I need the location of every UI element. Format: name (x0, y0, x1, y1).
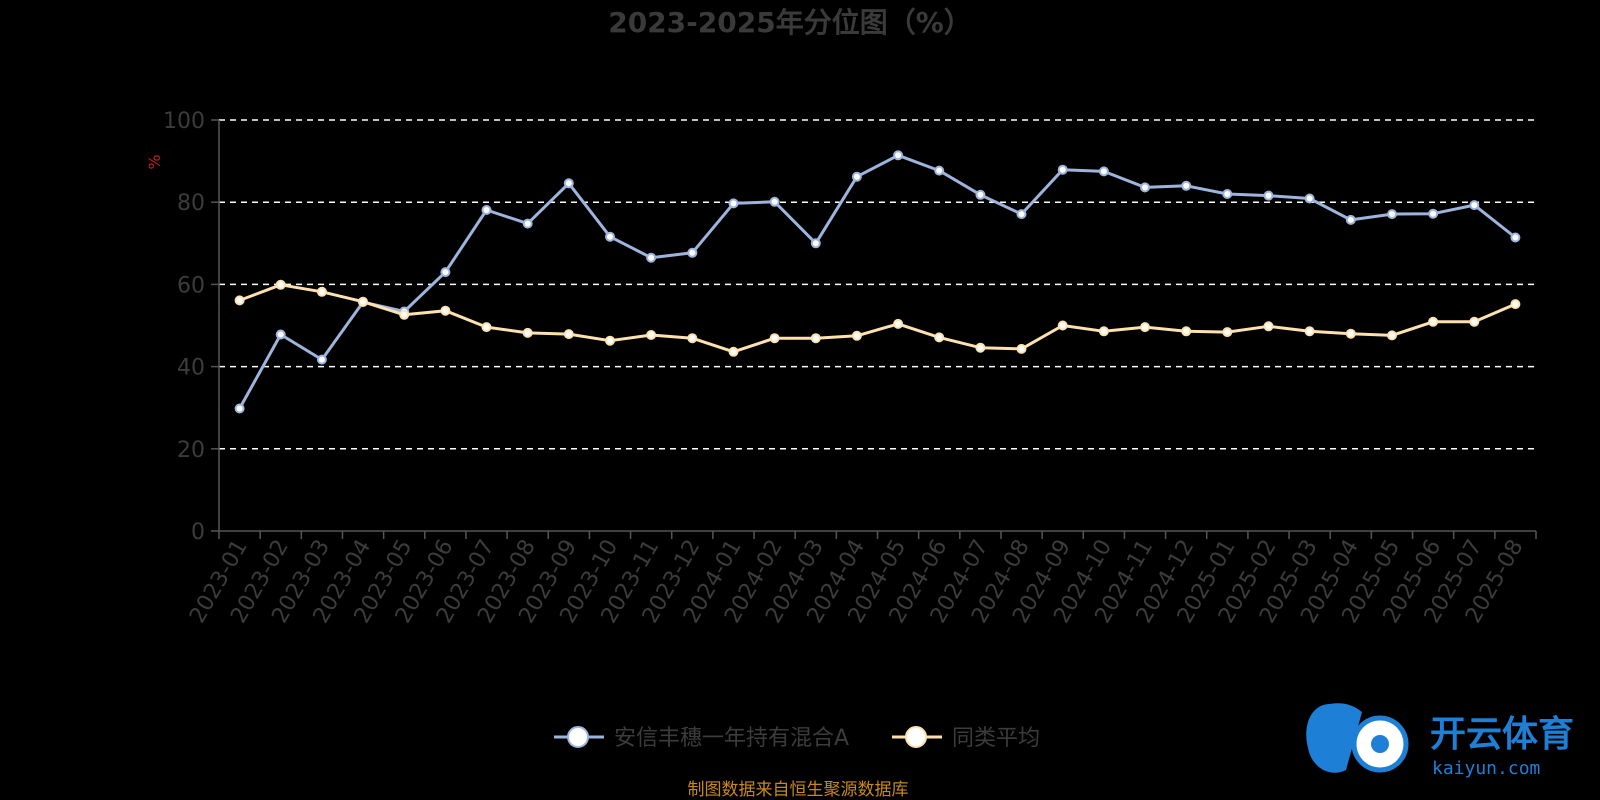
data-point (1222, 327, 1233, 338)
data-point (851, 330, 862, 341)
data-point (234, 295, 245, 306)
legend-item-average[interactable]: 同类平均 (892, 726, 1040, 751)
data-point (605, 231, 615, 242)
watermark-site: kaiyun.com (1432, 758, 1540, 779)
data-point (1057, 320, 1068, 331)
data-point (810, 333, 821, 344)
chart-title: 2023-2025年分位图（%） (608, 6, 972, 39)
x-axis-ticks: 2023-012023-022023-032023-042023-052023-… (185, 531, 1537, 628)
data-point (481, 205, 492, 215)
axes (218, 120, 1536, 532)
data-point (522, 218, 533, 229)
data-point (1057, 164, 1068, 175)
data-point (1098, 326, 1109, 337)
y-tick-label: 60 (177, 273, 205, 298)
y-tick-label: 0 (191, 520, 205, 545)
legend[interactable]: 安信丰穗一年持有混合A 同类平均 (554, 726, 1040, 751)
data-point (605, 335, 615, 346)
data-point (1469, 316, 1480, 327)
data-point (1181, 180, 1192, 191)
y-axis-label: % (145, 154, 164, 169)
data-point (893, 150, 904, 161)
legend-label-fund: 安信丰穗一年持有混合A (614, 726, 849, 751)
data-point (1387, 209, 1397, 220)
data-point (316, 286, 327, 297)
data-point (769, 196, 780, 207)
legend-item-fund[interactable]: 安信丰穗一年持有混合A (554, 726, 849, 751)
data-point (934, 165, 945, 176)
data-point (893, 318, 904, 329)
data-point (440, 267, 451, 278)
data-point (1345, 328, 1356, 339)
series-line-0 (238, 153, 1517, 410)
data-point (728, 198, 739, 209)
series-line-1 (239, 283, 1516, 354)
data-point (851, 171, 862, 182)
data-point (728, 346, 739, 357)
data-point (810, 238, 821, 249)
data-point (975, 189, 986, 200)
data-point (1140, 182, 1150, 193)
y-tick-label: 100 (163, 109, 205, 134)
data-point (522, 327, 533, 338)
y-axis-ticks: 0 20 40 60 80 100 (163, 109, 219, 545)
data-point (1510, 299, 1521, 310)
data-point (399, 309, 410, 320)
data-point (563, 329, 574, 340)
data-point (934, 332, 945, 343)
data-point (646, 330, 657, 340)
data-point (275, 329, 286, 340)
data-point (1387, 330, 1397, 341)
series-group (234, 150, 1521, 414)
data-point (1016, 343, 1027, 354)
data-point (440, 305, 451, 316)
data-point (1304, 193, 1315, 204)
series-1 (234, 279, 1521, 357)
data-point (1428, 208, 1439, 219)
data-point (1140, 322, 1150, 333)
data-point (687, 333, 698, 344)
data-point (769, 333, 780, 344)
series-0 (234, 150, 1521, 414)
data-point (563, 178, 574, 189)
legend-marker-average (905, 726, 927, 748)
y-tick-label: 40 (177, 356, 205, 381)
data-point (1428, 316, 1439, 327)
watermark-brand: 开云体育 (1430, 714, 1574, 755)
data-point (1222, 189, 1233, 199)
data-point (1469, 200, 1480, 211)
data-point (975, 342, 986, 353)
data-point (358, 296, 368, 307)
y-tick-label: 80 (177, 191, 205, 216)
data-point (275, 279, 286, 290)
data-point (1098, 166, 1109, 177)
data-point (316, 354, 327, 365)
data-point (646, 252, 657, 263)
data-point (1263, 321, 1274, 332)
data-point (481, 322, 492, 333)
data-point (1263, 190, 1274, 201)
legend-label-average: 同类平均 (952, 726, 1040, 751)
legend-marker-fund (567, 726, 589, 748)
y-tick-label: 20 (177, 438, 205, 463)
data-point (1304, 326, 1315, 337)
source-note: 制图数据来自恒生聚源数据库 (688, 780, 909, 800)
data-point (1181, 326, 1192, 337)
data-point (1510, 232, 1521, 243)
watermark-logo: 开云体育 kaiyun.com (1306, 703, 1574, 779)
soccer-ball-patch-icon (1371, 735, 1389, 753)
data-point (687, 247, 698, 258)
logo-k-icon (1306, 703, 1362, 773)
data-point (234, 403, 245, 414)
data-point (1345, 214, 1356, 225)
grid-lines (219, 119, 1536, 450)
data-point (1016, 209, 1027, 220)
